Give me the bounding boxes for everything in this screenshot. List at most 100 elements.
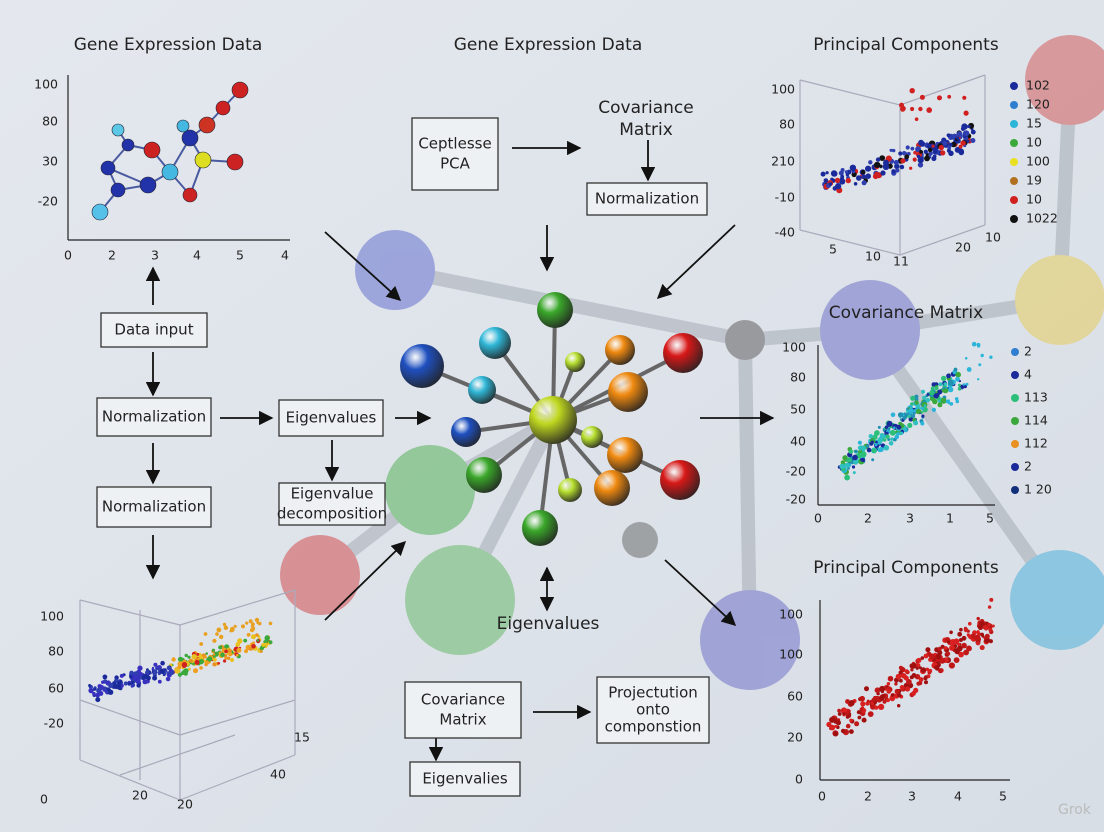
scatter-dot (914, 117, 919, 121)
bg-bond (864, 325, 1066, 605)
atom (537, 292, 573, 328)
scatter-dot (879, 696, 884, 700)
scatter-dot (193, 668, 198, 674)
scatter-dot (872, 173, 879, 180)
scatter-dot (982, 625, 987, 630)
scatter-dot (860, 457, 866, 463)
scatter-dot (902, 151, 907, 156)
scatter-dot (946, 148, 951, 153)
scatter-dot (894, 688, 900, 694)
x-tick-label: 20 (132, 788, 148, 803)
atom (608, 372, 648, 412)
y-tick-label: 100 (34, 77, 58, 92)
scatter-dot (840, 168, 845, 172)
bg-bond (453, 416, 560, 604)
scatter-dot (917, 162, 924, 168)
box-label: Projectution (608, 684, 698, 702)
scatter-dot (820, 171, 826, 177)
scatter-dot (938, 668, 943, 674)
y-tick-label: 20 (787, 730, 803, 745)
scatter-dot (958, 144, 963, 149)
scatter-dot (220, 652, 225, 658)
scatter-dot (940, 397, 947, 404)
scatter-dot (923, 404, 927, 408)
box (411, 117, 499, 191)
boxes: Ceptlesse PCA Normalization Data input Norma… (96, 117, 710, 797)
scatter-dot (897, 704, 901, 708)
scatter-dot (889, 429, 896, 436)
scatter-dot (844, 462, 850, 468)
axis (79, 759, 181, 801)
scatter-dot (834, 724, 838, 728)
scatter-dot (840, 174, 845, 179)
scatter-dot (875, 440, 878, 444)
box-label: Eigenvalue (291, 485, 374, 503)
scatter-dot (931, 382, 937, 387)
scatter-dot (114, 675, 119, 680)
bg-atom (1015, 255, 1104, 345)
legend-swatch (1010, 120, 1018, 128)
scatter-dot (226, 656, 231, 660)
scatter-dot (129, 670, 134, 675)
scatter-dot (954, 397, 959, 401)
atom (400, 344, 444, 388)
scatter-dot (877, 437, 884, 443)
scatter-dot (920, 406, 925, 410)
scatter-dot (899, 164, 905, 170)
x-tick-label: 0 (814, 511, 822, 526)
y-tick-label: 80 (790, 370, 806, 385)
legend-swatch (1010, 101, 1018, 109)
x-tick-label: 4 (954, 789, 962, 804)
scatter-dot (886, 420, 893, 427)
scatter-dot (981, 634, 985, 638)
scatter-dot (926, 393, 930, 396)
scatter-dot (979, 645, 985, 651)
legend-label: 113 (1024, 390, 1048, 405)
scatter-dot (892, 148, 896, 153)
scatter-dot (856, 710, 862, 715)
scatter-dot (962, 95, 967, 100)
scatter-dot (834, 177, 841, 183)
scatter-dot (949, 645, 955, 651)
scatter-dot (131, 680, 135, 684)
x-tick-label: 2 (864, 789, 872, 804)
scatter-dot (171, 657, 176, 662)
atom (466, 457, 502, 493)
scatter-dot (883, 159, 889, 166)
axis (179, 754, 296, 801)
eigenvalues-label: Eigenvalues (497, 614, 600, 634)
scatter-dot (113, 684, 119, 690)
y-tick-label: 40 (790, 434, 806, 449)
scatter-dot (904, 669, 909, 674)
scatter-dot (899, 432, 903, 436)
graph-node (176, 119, 190, 133)
scatter-dot (966, 645, 972, 652)
scatter-dot (260, 650, 263, 653)
scatter-dot (896, 424, 902, 430)
scatter-dot (865, 165, 872, 172)
scatter-dot (925, 667, 930, 672)
scatter-dot (928, 151, 933, 156)
scatter-dot (192, 662, 195, 666)
scatter-dot (910, 395, 916, 401)
scatter-dot (840, 460, 846, 465)
scatter-dot (910, 106, 915, 112)
axis (79, 699, 181, 736)
atom (565, 352, 585, 372)
scatter-dot (988, 627, 993, 633)
y-tick-label: 80 (48, 644, 64, 659)
scatter-dot (946, 373, 951, 379)
scatter-dot (932, 154, 937, 158)
scatter-dot (868, 434, 873, 439)
legend-label: 4 (1024, 367, 1032, 382)
scatter-dot (947, 399, 950, 403)
scatter-dot (889, 148, 893, 152)
scatter-dot (153, 662, 158, 667)
scatter-dot (937, 655, 941, 660)
box-label: Matrix (439, 711, 486, 729)
scatter-dot (840, 728, 846, 734)
scatter-dot (966, 139, 970, 143)
scatter-dot (194, 659, 200, 665)
axis (899, 74, 986, 106)
scatter-dot (845, 711, 850, 716)
